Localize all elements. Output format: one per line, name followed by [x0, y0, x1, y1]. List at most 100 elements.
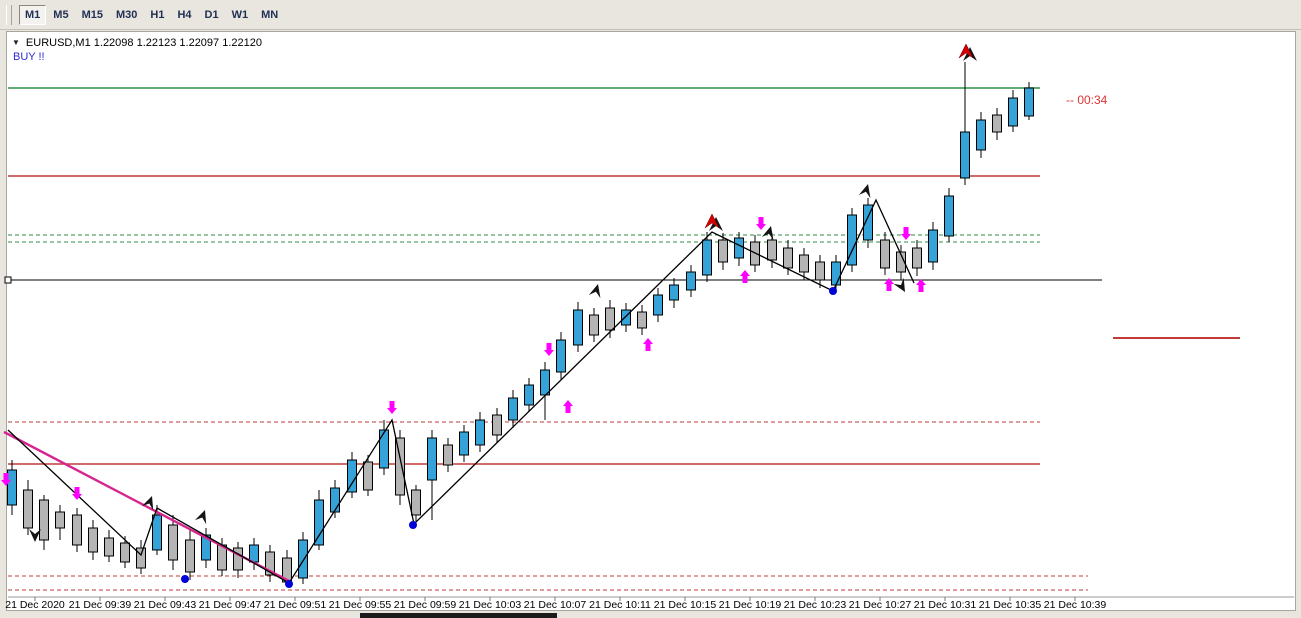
timeframe-button-h4[interactable]: H4 [171, 5, 197, 25]
time-axis-label: 21 Dec 10:35 [978, 599, 1042, 611]
chart-title: EURUSD,M1 1.22098 1.22123 1.22097 1.2212… [25, 36, 262, 49]
candle-body [944, 195, 954, 237]
buy-signal-label: BUY !! [13, 51, 45, 63]
buy-arrow-icon [643, 338, 653, 351]
candle-body [540, 369, 550, 396]
candle-body [55, 511, 65, 529]
candle-body [492, 414, 502, 436]
timeframe-button-h1[interactable]: H1 [144, 5, 170, 25]
zigzag-line[interactable] [7, 198, 915, 584]
candle-body [249, 544, 259, 563]
candle-body [7, 469, 17, 506]
time-axis-label: 21 Dec 2020 [5, 599, 65, 611]
candle-body [411, 489, 421, 516]
bottom-bar [360, 613, 557, 618]
timeframe-button-w1[interactable]: W1 [226, 5, 255, 25]
timeframe-button-m1[interactable]: M1 [19, 4, 47, 25]
candle-body [880, 239, 890, 269]
candle-body [168, 524, 178, 561]
time-axis-label: 21 Dec 09:39 [68, 599, 132, 611]
marker-arrow-icon [761, 226, 774, 241]
time-axis-label: 21 Dec 10:07 [523, 599, 587, 611]
signal-arrow-icon [704, 213, 720, 229]
candle-body [363, 461, 373, 491]
buy-arrow-icon [916, 279, 926, 292]
line-selection-handle[interactable] [4, 276, 12, 284]
zigzag-dot [829, 287, 837, 295]
timeframe-toolbar: M1 M5 M15 M30 H1 H4 D1 W1 MN [0, 0, 1301, 30]
time-axis-label: 21 Dec 10:03 [458, 599, 522, 611]
candle-body [524, 384, 534, 406]
time-axis-label: 21 Dec 09:59 [393, 599, 457, 611]
candle-body [912, 247, 922, 269]
sell-arrow-icon [901, 227, 911, 240]
timeframe-button-m15[interactable]: M15 [76, 5, 109, 25]
toolbar-grip[interactable] [6, 4, 12, 25]
candle-body [831, 261, 841, 286]
candle-body [136, 547, 146, 569]
candle-body [23, 489, 33, 529]
candle-body [104, 537, 114, 557]
candle-body [896, 251, 906, 273]
candle-body [783, 247, 793, 269]
candle-body [799, 254, 809, 273]
time-axis-label: 21 Dec 10:23 [783, 599, 847, 611]
time-axis-label: 21 Dec 09:43 [133, 599, 197, 611]
time-axis-label: 21 Dec 09:55 [328, 599, 392, 611]
time-axis-label: 21 Dec 09:51 [263, 599, 327, 611]
candle-body [233, 547, 243, 571]
candle-body [72, 514, 82, 546]
candle-body [443, 444, 453, 466]
signal-arrow-icon [958, 43, 974, 59]
time-axis-label: 21 Dec 10:31 [913, 599, 977, 611]
time-axis-label: 21 Dec 10:11 [589, 599, 651, 611]
candle-body [120, 542, 130, 563]
timeframe-button-m5[interactable]: M5 [47, 5, 74, 25]
candle-body [427, 437, 437, 481]
marker-arrow-icon [588, 284, 601, 299]
candle-body [314, 499, 324, 546]
candle-body [992, 114, 1002, 133]
candle-body [637, 311, 647, 329]
marker-arrow-icon [29, 529, 41, 542]
candle-body [589, 314, 599, 336]
zigzag-dot [409, 521, 417, 529]
candle-body [718, 239, 728, 263]
candle-body [928, 229, 938, 263]
candle-body [573, 309, 583, 346]
timeframe-button-m30[interactable]: M30 [110, 5, 143, 25]
candle-body [298, 539, 308, 579]
sell-arrow-icon [756, 217, 766, 230]
candle-body [201, 534, 211, 561]
buy-arrow-icon [740, 270, 750, 283]
time-axis-label: 21 Dec 09:47 [198, 599, 262, 611]
time-axis-label: 21 Dec 10:39 [1043, 599, 1107, 611]
candle-body [330, 487, 340, 513]
symbol-dropdown-icon[interactable]: ▼ [12, 38, 20, 47]
candle-body [1024, 87, 1034, 117]
zigzag-dot [285, 580, 293, 588]
timeframe-button-mn[interactable]: MN [255, 5, 284, 25]
sell-arrow-icon [387, 401, 397, 414]
candle-body [379, 429, 389, 469]
time-axis-label: 21 Dec 10:27 [848, 599, 912, 611]
candle-body [395, 437, 405, 496]
candle-body [556, 339, 566, 373]
chart-window[interactable] [6, 31, 1296, 611]
candle-body [702, 239, 712, 276]
marker-arrow-icon [893, 277, 905, 292]
timeframe-button-d1[interactable]: D1 [199, 5, 225, 25]
candle-body [621, 309, 631, 326]
candle-body [1008, 97, 1018, 127]
candle-body [152, 514, 162, 551]
timeframe-buttons: M1 M5 M15 M30 H1 H4 D1 W1 MN [19, 4, 284, 25]
sell-arrow-icon [544, 343, 554, 356]
buy-arrow-icon [884, 278, 894, 291]
candle-body [88, 527, 98, 553]
candle-body [459, 431, 469, 456]
candle-body [767, 239, 777, 261]
time-axis-label: 21 Dec 10:19 [718, 599, 782, 611]
candle-body [185, 539, 195, 573]
candle-body [39, 499, 49, 541]
